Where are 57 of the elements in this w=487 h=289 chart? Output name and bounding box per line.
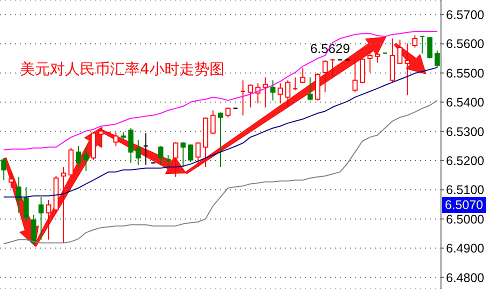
candlestick [173, 142, 178, 178]
candlestick [285, 80, 290, 108]
candlestick [180, 142, 186, 168]
candlestick [330, 58, 336, 78]
candlestick [76, 145, 82, 168]
y-tick-label: 6.5300 [446, 124, 484, 139]
candlestick [397, 39, 402, 64]
candlestick [300, 68, 306, 84]
text: 美元对人民币汇率4小时走势图 [20, 60, 225, 79]
candlestick [218, 112, 224, 168]
candlestick [360, 58, 366, 84]
candlestick [31, 214, 36, 246]
y-tick-label: 6.5600 [446, 37, 484, 52]
y-tick-label: 6.4800 [446, 270, 484, 285]
y-tick-label: 6.5000 [446, 212, 484, 226]
candlestick [434, 50, 440, 68]
line-series [3, 31, 438, 151]
candlestick [24, 186, 29, 222]
candlestick [60, 166, 66, 244]
candlestick [210, 110, 216, 135]
y-tick-label: 6.5400 [446, 96, 484, 110]
candlestick [195, 142, 201, 168]
candlestick [136, 140, 141, 166]
candlestick [412, 34, 418, 48]
line-series [3, 100, 438, 244]
y-tick-label: 6.5100 [446, 183, 484, 198]
candlestick [225, 106, 231, 118]
candlestick [278, 82, 283, 104]
candlestick [16, 176, 22, 214]
candlestick [113, 132, 118, 146]
candlestick [8, 171, 14, 188]
candlestick [374, 52, 380, 63]
y-tick-label: 6.5700 [446, 8, 484, 22]
candlestick [352, 60, 358, 93]
candlestick [46, 199, 52, 240]
y-tick-label: 6.4900 [446, 242, 484, 256]
text: 6.5070 [442, 197, 486, 213]
candlestick [166, 154, 171, 168]
candlestick [158, 145, 164, 166]
candlestick [270, 80, 276, 101]
candlestick [404, 42, 410, 96]
candlestick [38, 196, 44, 240]
candlestick [128, 128, 134, 164]
candlestick [1, 157, 6, 181]
y-tick-label: 6.5500 [446, 66, 484, 80]
candlestick [420, 36, 426, 54]
y-tick-label: 6.5200 [446, 154, 484, 168]
candlestick [262, 76, 268, 108]
candlestick [367, 50, 373, 73]
candlestick [292, 76, 298, 91]
candlestick [188, 144, 194, 163]
candlestick [248, 84, 254, 108]
candlestick [83, 146, 89, 172]
candlestick [427, 36, 432, 59]
candlestick [322, 60, 328, 93]
candlestick [143, 132, 148, 166]
candlestick [308, 76, 313, 101]
